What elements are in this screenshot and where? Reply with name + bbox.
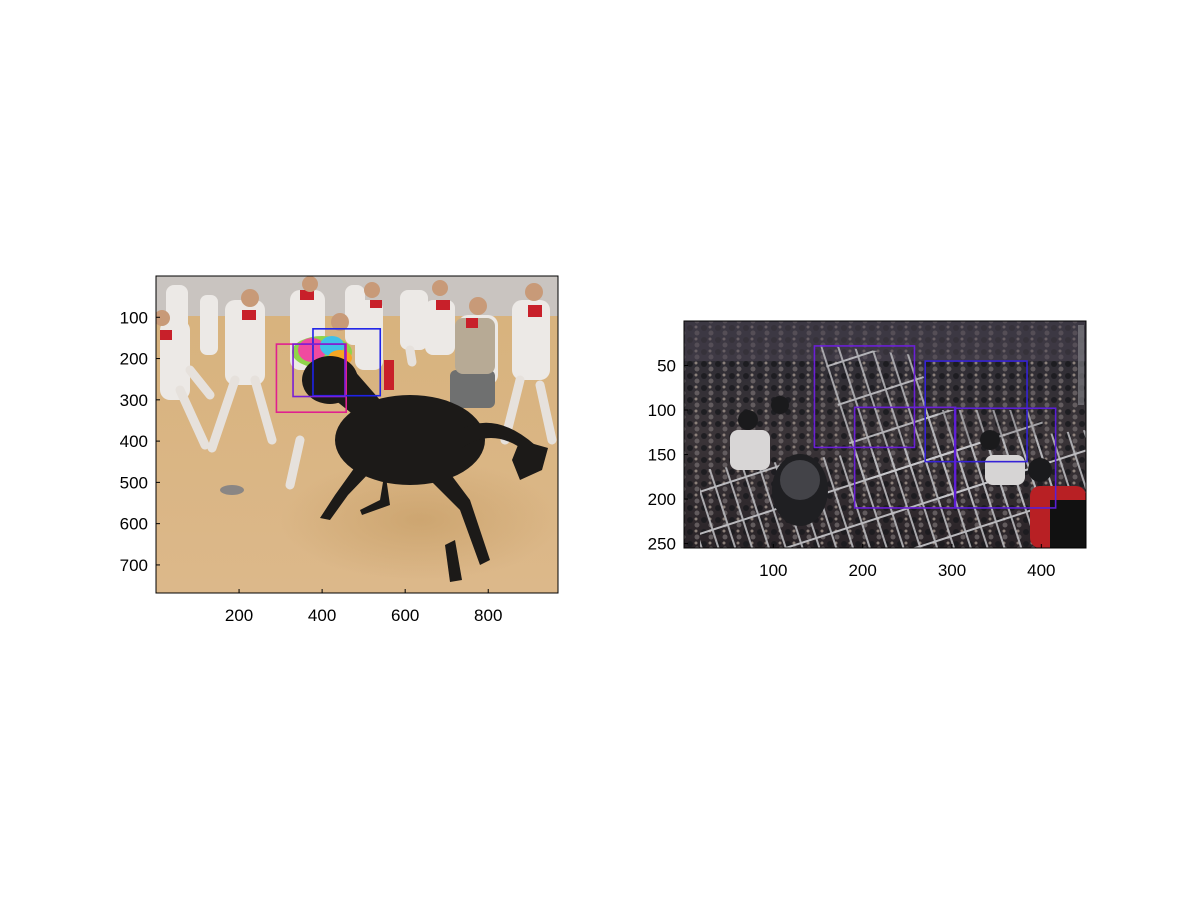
right-detection-box-4 xyxy=(953,407,1057,509)
left-xtick-label: 400 xyxy=(308,606,336,625)
right-ytick-label: 250 xyxy=(648,535,676,554)
left-boxes xyxy=(275,328,382,414)
right-photo xyxy=(684,321,1086,548)
left-xtick-label: 200 xyxy=(225,606,253,625)
left-ytick-label: 400 xyxy=(120,432,148,451)
left-ytick-label: 300 xyxy=(120,391,148,410)
left-ticks: 100 200 300 400 500 600 700 200 400 600 800 xyxy=(120,308,503,625)
right-ytick-label: 150 xyxy=(648,446,676,465)
right-ytick-label: 50 xyxy=(657,357,676,376)
left-detection-box-2 xyxy=(312,328,382,397)
right-xtick-label: 200 xyxy=(848,561,876,580)
left-xtick-label: 600 xyxy=(391,606,419,625)
right-ytick-label: 200 xyxy=(648,490,676,509)
left-xtick-label: 800 xyxy=(474,606,502,625)
left-ytick-label: 600 xyxy=(120,515,148,534)
left-ytick-label: 700 xyxy=(120,556,148,575)
right-xtick-label: 300 xyxy=(938,561,966,580)
right-ytick-label: 100 xyxy=(648,401,676,420)
left-ytick-label: 100 xyxy=(120,308,148,327)
left-photo xyxy=(156,276,558,593)
right-detection-box-3 xyxy=(853,406,957,509)
right-detection-box-1 xyxy=(813,345,916,449)
right-detection-box-2 xyxy=(924,360,1028,463)
right-ticks: 50 100 150 200 250 100 200 300 400 xyxy=(648,357,1056,580)
left-image-axes: 100 200 300 400 500 600 700 200 400 600 800 xyxy=(120,275,559,625)
left-ytick-label: 200 xyxy=(120,350,148,369)
left-ytick-label: 500 xyxy=(120,473,148,492)
right-xtick-label: 400 xyxy=(1027,561,1055,580)
right-boxes xyxy=(813,345,1057,509)
left-detection-box-3 xyxy=(292,343,346,398)
right-image-axes: 50 100 150 200 250 100 200 300 400 xyxy=(648,320,1087,580)
right-xtick-label: 100 xyxy=(759,561,787,580)
